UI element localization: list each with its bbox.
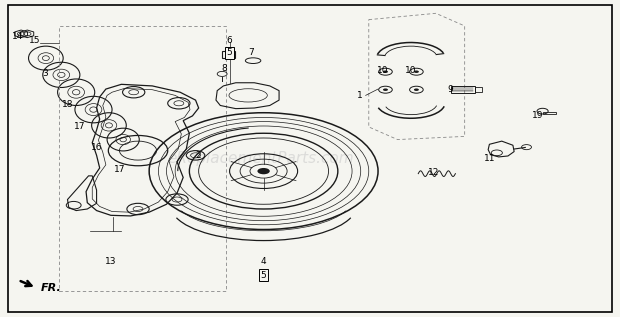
Text: 17: 17 bbox=[74, 122, 86, 132]
Text: 17: 17 bbox=[113, 165, 125, 174]
Text: 18: 18 bbox=[62, 100, 73, 109]
Circle shape bbox=[257, 168, 270, 174]
Circle shape bbox=[414, 70, 419, 73]
Text: 8: 8 bbox=[222, 64, 228, 73]
Bar bbox=[60, 26, 226, 291]
Text: 13: 13 bbox=[105, 256, 117, 266]
Text: FR.: FR. bbox=[41, 283, 61, 293]
Text: 1: 1 bbox=[356, 91, 362, 100]
Text: 14: 14 bbox=[12, 32, 24, 42]
Circle shape bbox=[383, 88, 388, 91]
Text: 19: 19 bbox=[532, 111, 543, 120]
Circle shape bbox=[383, 70, 388, 73]
Text: 10: 10 bbox=[377, 66, 389, 74]
Bar bbox=[474, 87, 482, 92]
Text: eReplacementParts.com: eReplacementParts.com bbox=[167, 151, 354, 166]
Bar bbox=[451, 86, 474, 94]
Bar bbox=[542, 112, 556, 114]
Text: 2: 2 bbox=[196, 151, 202, 160]
Text: 16: 16 bbox=[91, 143, 102, 152]
Bar bbox=[221, 51, 235, 57]
Text: 5: 5 bbox=[261, 271, 267, 280]
Text: 9: 9 bbox=[447, 85, 453, 94]
Text: 11: 11 bbox=[484, 154, 495, 163]
Text: 7: 7 bbox=[249, 48, 254, 57]
Text: 6: 6 bbox=[227, 36, 232, 45]
Text: 12: 12 bbox=[428, 168, 440, 177]
Circle shape bbox=[414, 88, 419, 91]
Text: 10: 10 bbox=[405, 66, 417, 74]
Text: 3: 3 bbox=[42, 69, 48, 78]
Text: 5: 5 bbox=[227, 48, 232, 57]
Text: 15: 15 bbox=[29, 36, 40, 45]
Text: 4: 4 bbox=[261, 256, 267, 266]
